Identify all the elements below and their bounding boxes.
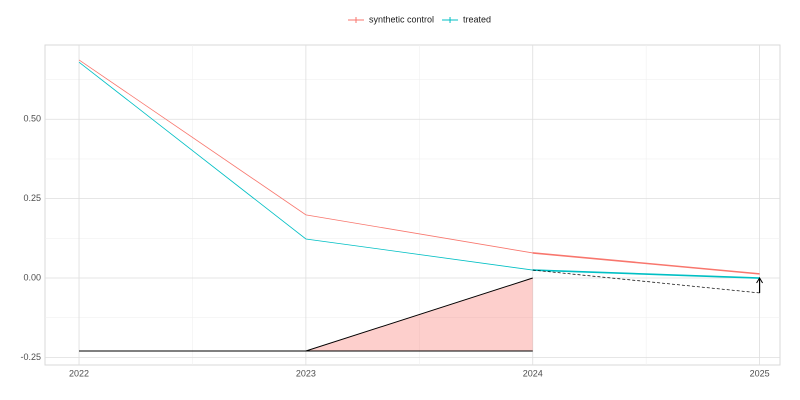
panel-border: [44, 44, 781, 366]
y-tick-label: -0.25: [20, 352, 41, 362]
x-tick-label: 2024: [523, 368, 543, 378]
counterfactual-line: [532, 269, 760, 294]
x-tick-label: 2022: [69, 368, 89, 378]
y-tick-label: 0.25: [23, 193, 41, 203]
legend-label: synthetic control: [369, 14, 434, 24]
x-tick-label: 2025: [750, 368, 770, 378]
x-tick-label: 2023: [296, 368, 316, 378]
post-period-segment: [532, 252, 760, 275]
legend-label: treated: [463, 14, 491, 24]
y-tick-label: 0.50: [23, 114, 41, 124]
post-period-segment: [532, 269, 760, 279]
y-tick-label: 0.00: [23, 272, 41, 282]
effect-arrow-head: [756, 277, 764, 284]
time-weights-area: [79, 278, 533, 352]
legend: synthetic control treated: [348, 14, 491, 24]
